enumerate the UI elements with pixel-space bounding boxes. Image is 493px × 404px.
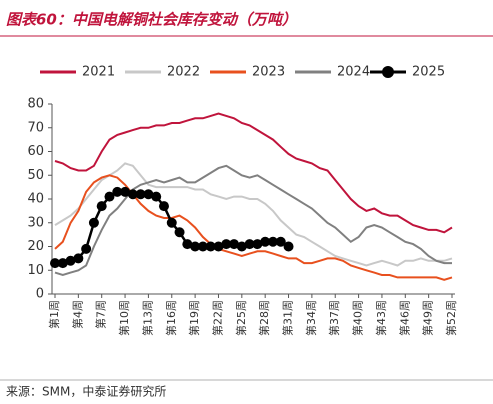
series-marker: [244, 239, 255, 250]
series-marker: [275, 236, 286, 247]
legend-label: 2025: [412, 65, 445, 80]
series-marker: [65, 255, 76, 266]
x-tick-label: 第52周: [444, 300, 458, 336]
legend-label: 2023: [252, 65, 285, 80]
y-tick-label: 10: [27, 263, 44, 278]
series-marker: [174, 227, 185, 238]
series-marker: [213, 241, 224, 252]
series-marker: [221, 239, 232, 250]
series-line: [54, 164, 452, 277]
series-marker: [96, 201, 107, 212]
y-tick-label: 0: [36, 287, 44, 302]
series-marker: [135, 189, 146, 200]
series-marker: [166, 217, 177, 228]
series-marker: [197, 241, 208, 252]
y-tick-label: 50: [27, 168, 44, 183]
chart-title: 图表60：中国电解铜社会库存变动（万吨）: [6, 11, 297, 29]
x-tick-label: 第31周: [281, 300, 295, 336]
series-marker: [120, 186, 131, 197]
series-marker: [81, 243, 92, 254]
series-marker: [50, 258, 60, 269]
series-marker: [112, 186, 123, 197]
series-marker: [88, 217, 99, 228]
x-tick-label: 第7周: [94, 300, 108, 329]
series-marker: [151, 191, 162, 202]
x-tick-label: 第13周: [140, 300, 154, 336]
series-line: [54, 174, 453, 281]
series-marker: [73, 253, 84, 264]
y-tick-label: 60: [27, 144, 44, 159]
series-line: [54, 162, 453, 267]
source: 来源：SMM，中泰证券研究所: [6, 384, 166, 399]
y-tick-label: 80: [27, 97, 44, 112]
x-tick-label: 第28周: [257, 300, 271, 336]
y-tick-label: 20: [27, 239, 44, 254]
series-marker: [267, 236, 278, 247]
x-tick-label: 第19周: [187, 300, 201, 336]
y-tick-label: 70: [27, 120, 44, 135]
x-tick-label: 第49周: [421, 300, 435, 336]
legend-label: 2021: [82, 65, 115, 80]
series-marker: [260, 236, 271, 247]
legend-label: 2022: [167, 65, 200, 80]
series-marker: [229, 239, 240, 250]
x-tick-label: 第40周: [351, 300, 365, 336]
series-marker: [190, 241, 201, 252]
series-marker: [158, 201, 169, 212]
series-marker: [127, 189, 138, 200]
x-tick-label: 第16周: [164, 300, 178, 336]
series-marker: [252, 239, 263, 250]
series-marker: [182, 239, 193, 250]
series-marker: [57, 258, 68, 269]
legend-marker: [382, 66, 394, 78]
legend-label: 2024: [337, 65, 370, 80]
x-tick-label: 第22周: [210, 300, 224, 336]
series-marker: [205, 241, 216, 252]
x-tick-label: 第46周: [397, 300, 411, 336]
series-marker: [104, 191, 115, 202]
x-tick-label: 第37周: [327, 300, 341, 336]
x-tick-label: 第43周: [374, 300, 388, 336]
x-tick-label: 第34周: [304, 300, 318, 336]
series-marker: [143, 189, 154, 200]
x-tick-label: 第4周: [70, 300, 84, 329]
x-tick-label: 第1周: [47, 300, 61, 329]
series-marker: [236, 241, 247, 252]
y-tick-label: 40: [27, 192, 44, 207]
series-marker: [283, 241, 294, 252]
series-line: [54, 112, 453, 234]
x-tick-label: 第25周: [234, 300, 248, 336]
y-tick-label: 30: [27, 215, 44, 230]
x-tick-label: 第10周: [117, 300, 131, 336]
